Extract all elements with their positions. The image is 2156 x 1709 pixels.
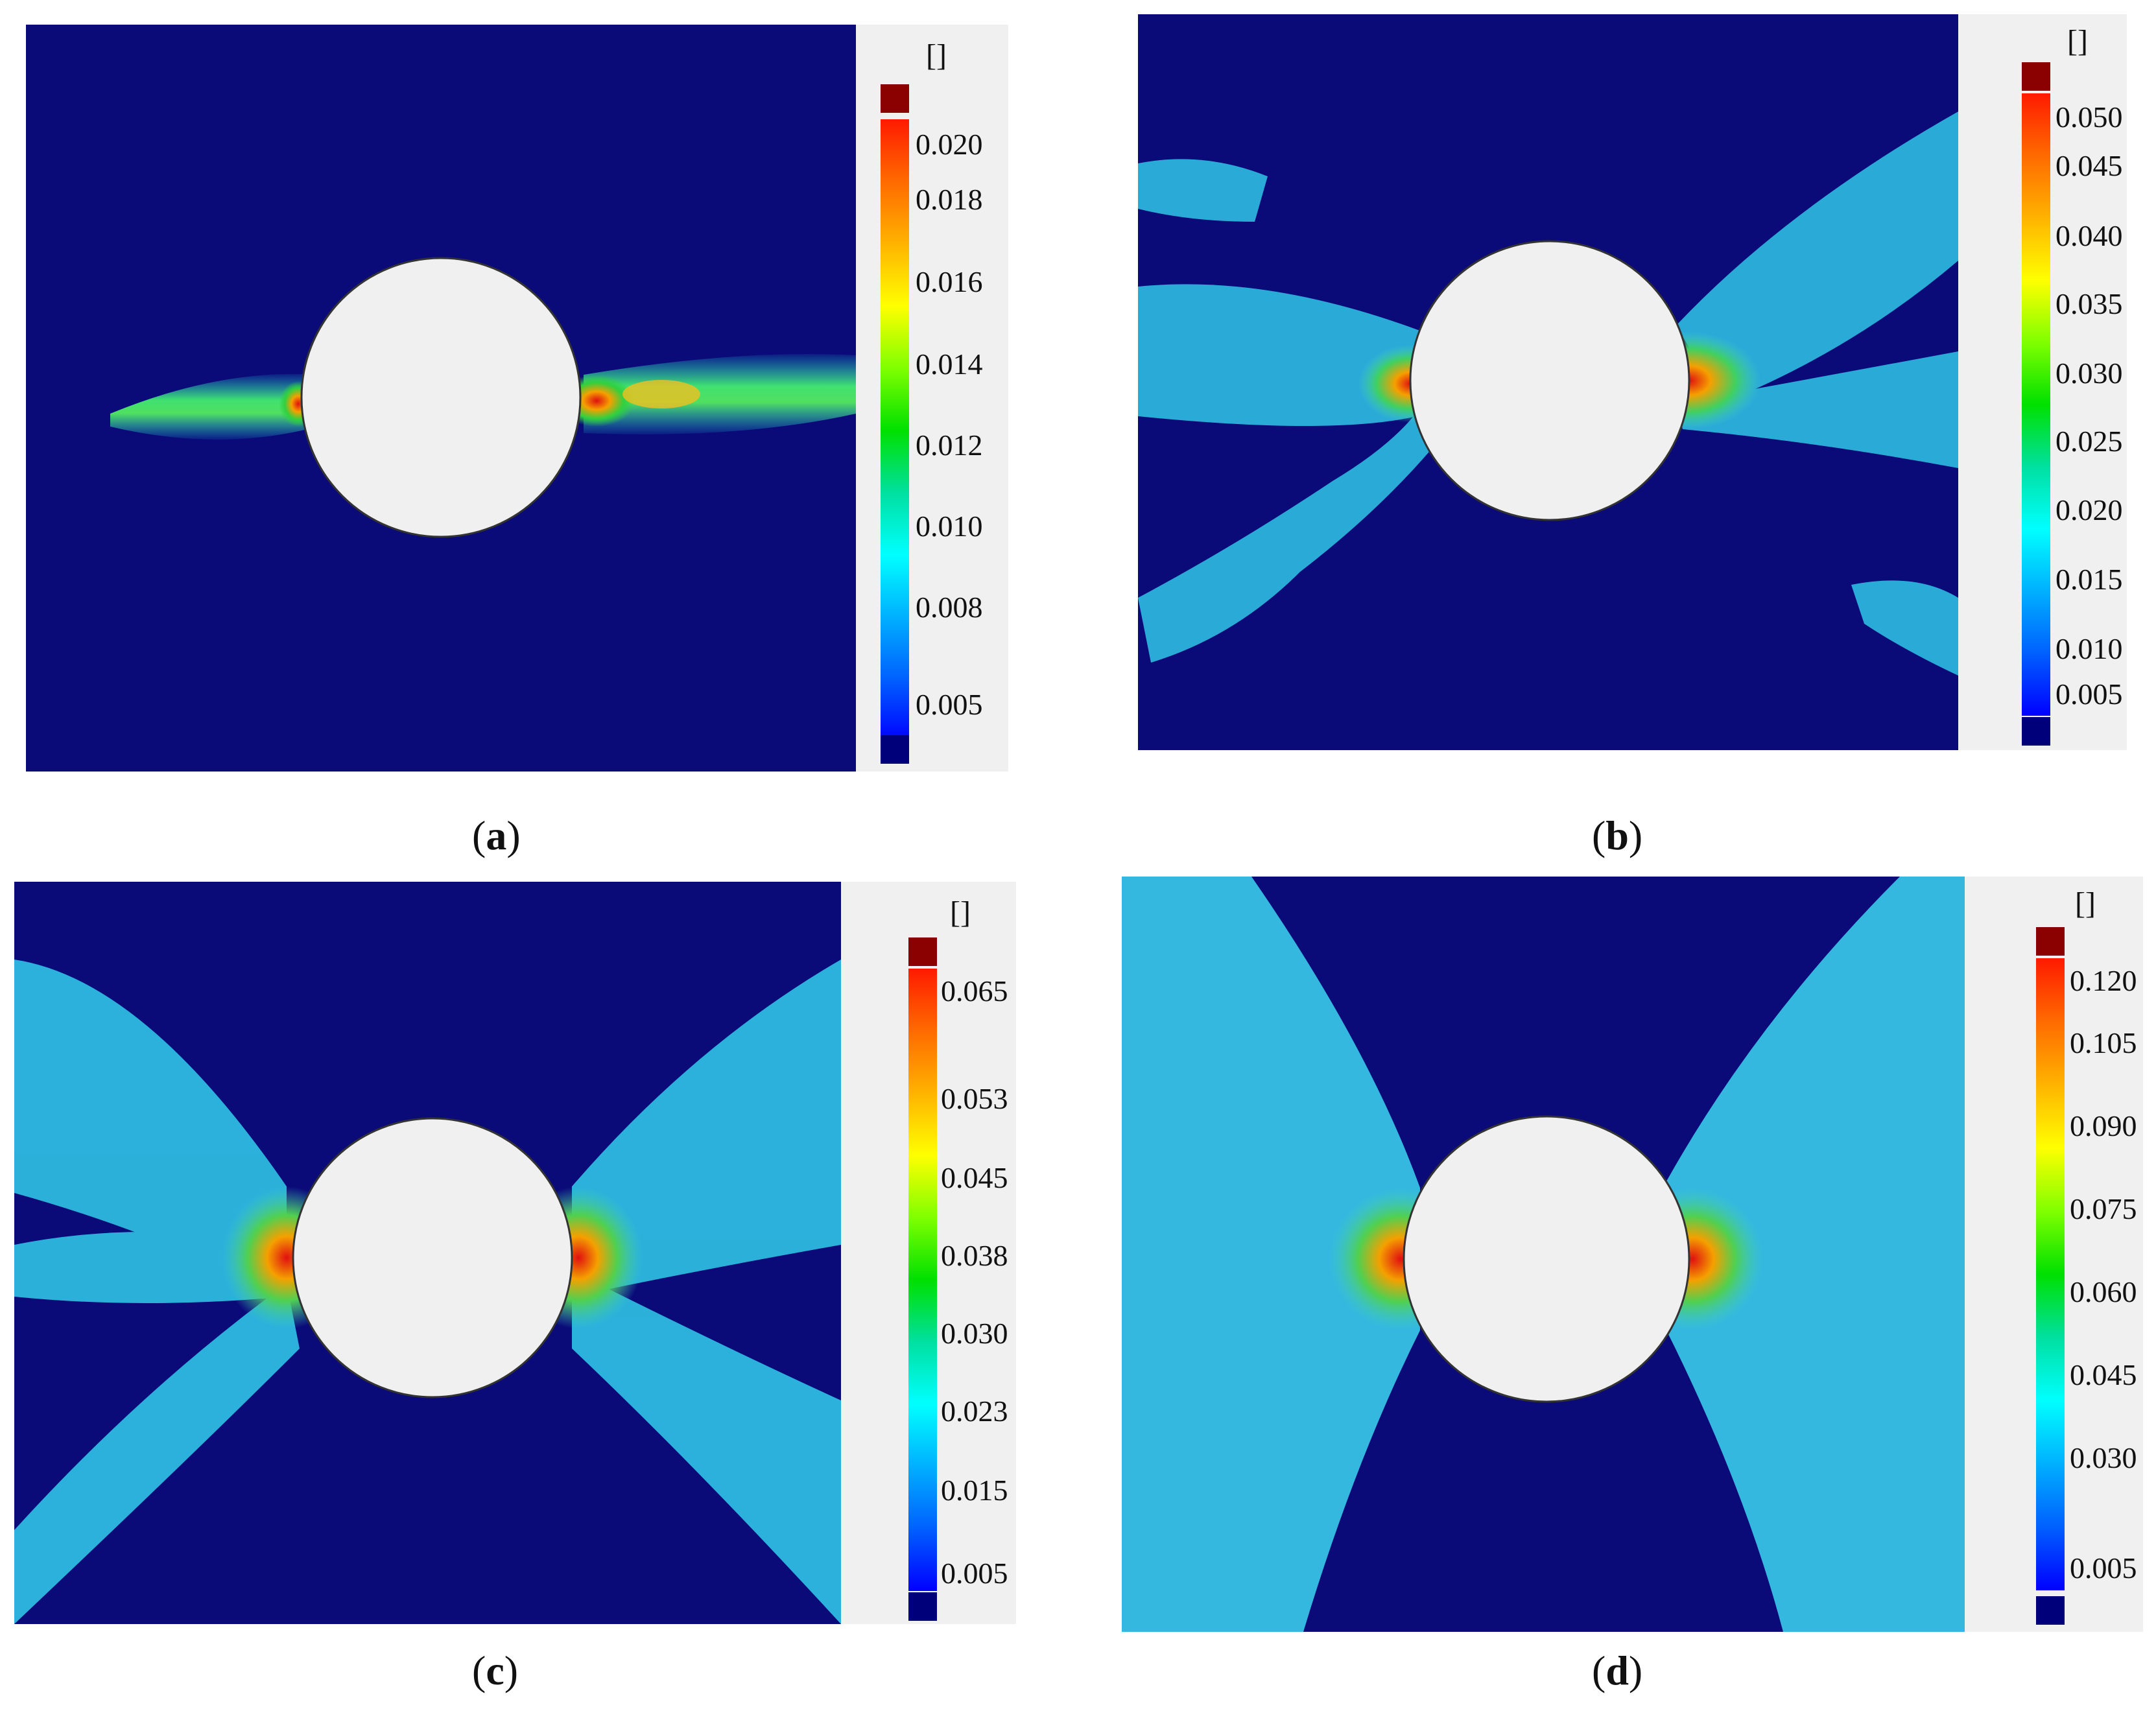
tick-label: 0.020 (916, 128, 983, 161)
legend-min-swatch (2022, 717, 2050, 746)
legend-c: [] 0.065 0.053 0.045 0.038 0.030 0.023 0… (841, 882, 1016, 1624)
tick-label: 0.040 (2055, 219, 2123, 252)
tick-label: 0.008 (916, 591, 983, 624)
tick-label: 0.050 (2055, 100, 2123, 134)
strain-map-b (1138, 112, 1958, 676)
tick-label: 0.015 (2055, 563, 2123, 596)
legend-a: [] 0.020 0.018 0.016 0.014 0.012 0.010 0… (856, 25, 1008, 772)
colorbar (908, 969, 937, 1591)
caption-c: (c) (472, 1647, 519, 1693)
tick-label: 0.045 (941, 1161, 1008, 1194)
strain-map-a (110, 257, 856, 538)
tick-label: 0.105 (2070, 1026, 2137, 1059)
tick-label: 0.020 (2055, 493, 2123, 526)
caption-d: (d) (1592, 1647, 1643, 1693)
tick-label: 0.030 (2055, 357, 2123, 390)
legend-max-swatch (2036, 927, 2065, 956)
legend-min-swatch (881, 735, 909, 764)
hole (300, 257, 582, 538)
hole (292, 1117, 573, 1398)
tick-label: 0.045 (2070, 1358, 2137, 1391)
strain-map-c (14, 960, 841, 1624)
tick-label: 0.005 (2055, 678, 2123, 711)
tick-label: 0.025 (2055, 425, 2123, 458)
tick-label: 0.005 (2070, 1551, 2137, 1585)
strain-field-c (14, 882, 841, 1624)
strain-map-d (1122, 877, 1965, 1632)
legend-min-swatch (2036, 1596, 2065, 1625)
tick-label: 0.014 (916, 348, 983, 381)
colorbar (2022, 93, 2050, 716)
tick-label: 0.005 (941, 1557, 1008, 1590)
tick-label: 0.010 (2055, 632, 2123, 665)
strain-field-a (26, 25, 856, 772)
legend-unit: [] (2075, 886, 2096, 921)
legend-unit: [] (950, 895, 971, 930)
tick-label: 0.060 (2070, 1275, 2137, 1308)
tick-label: 0.005 (916, 688, 983, 721)
legend-min-swatch (908, 1592, 937, 1621)
tick-label: 0.090 (2070, 1109, 2137, 1142)
tick-label: 0.018 (916, 183, 983, 216)
legend-b: [] 0.050 0.045 0.040 0.035 0.030 0.025 0… (1958, 14, 2127, 750)
legend-max-swatch (881, 84, 909, 113)
caption-a: (a) (472, 812, 521, 858)
legend-d: [] 0.120 0.105 0.090 0.075 0.060 0.045 0… (1965, 877, 2143, 1632)
hole (1403, 1115, 1690, 1403)
tick-label: 0.023 (941, 1395, 1008, 1428)
tick-label: 0.016 (916, 265, 983, 298)
tick-label: 0.038 (941, 1239, 1008, 1272)
legend-unit: [] (926, 38, 947, 73)
legend-unit: [] (2067, 24, 2088, 58)
colorbar (881, 119, 909, 742)
tick-label: 0.030 (941, 1317, 1008, 1350)
tick-label: 0.053 (941, 1082, 1008, 1115)
hole (1409, 240, 1690, 521)
tick-label: 0.035 (2055, 287, 2123, 320)
caption-b: (b) (1592, 812, 1643, 858)
legend-max-swatch (908, 937, 937, 966)
legend-max-swatch (2022, 62, 2050, 91)
tick-label: 0.010 (916, 510, 983, 543)
colorbar (2036, 958, 2065, 1590)
tick-label: 0.045 (2055, 149, 2123, 182)
tick-label: 0.075 (2070, 1192, 2137, 1225)
strain-field-b (1138, 14, 1958, 750)
tick-label: 0.030 (2070, 1441, 2137, 1474)
tick-label: 0.120 (2070, 964, 2137, 997)
tick-label: 0.065 (941, 974, 1008, 1008)
strain-field-d (1122, 877, 1965, 1632)
tick-label: 0.015 (941, 1474, 1008, 1507)
tick-label: 0.012 (916, 429, 983, 462)
